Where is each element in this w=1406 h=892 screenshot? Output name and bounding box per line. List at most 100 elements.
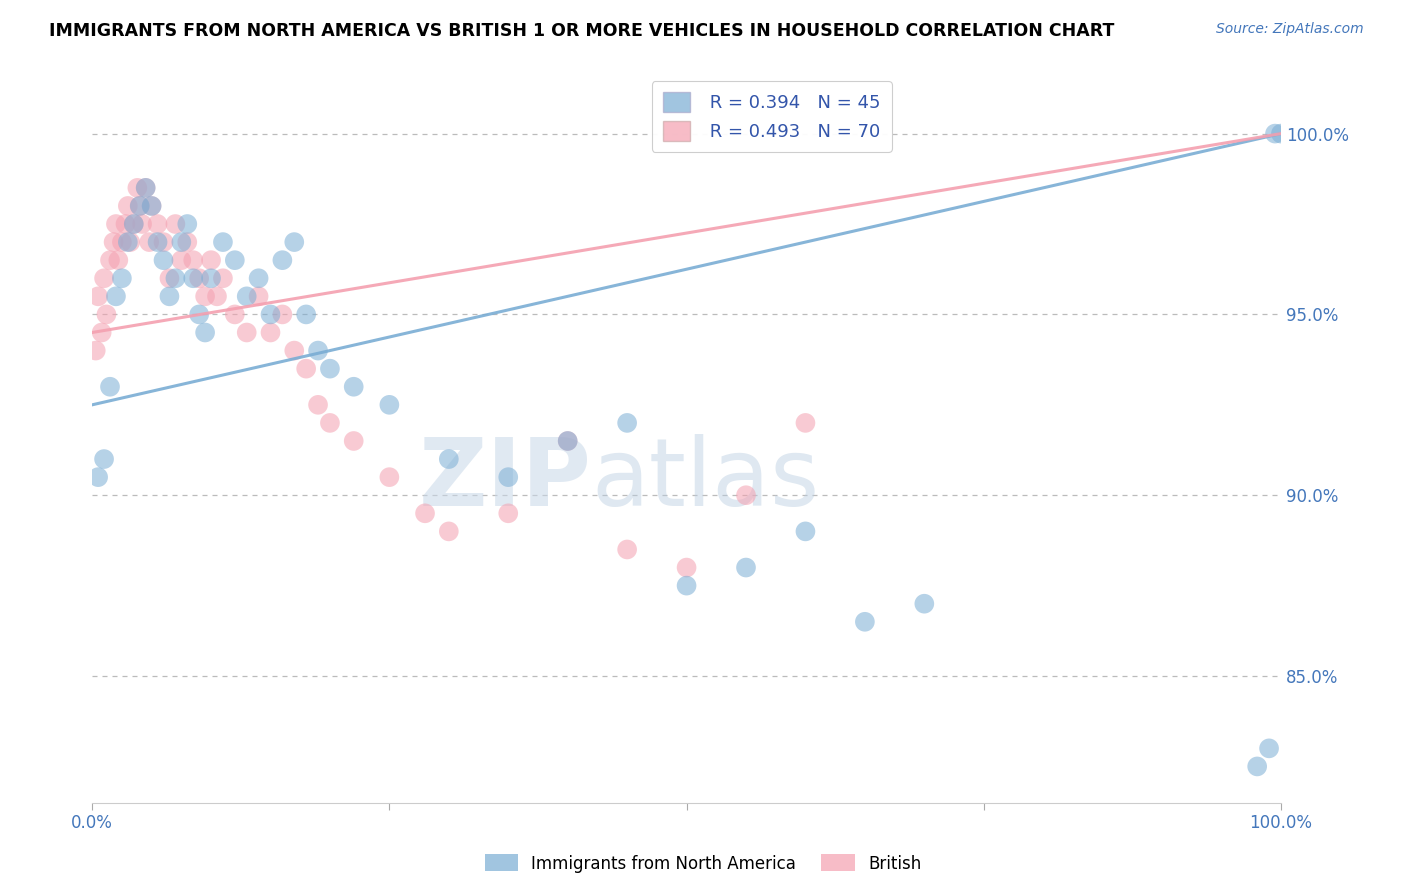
Y-axis label: 1 or more Vehicles in Household: 1 or more Vehicles in Household [0,312,7,559]
Point [224,307,246,321]
Text: IMMIGRANTS FROM NORTH AMERICA VS BRITISH 1 OR MORE VEHICLES IN HOUSEHOLD CORRELA: IMMIGRANTS FROM NORTH AMERICA VS BRITISH… [49,22,1115,40]
Point [122,217,145,231]
Point [104,289,127,303]
Point [114,217,136,231]
Point [120,235,142,249]
Point [176,217,198,231]
Point [181,253,204,268]
Point [111,235,134,249]
Point [141,199,163,213]
Point [159,271,181,285]
Point [135,181,157,195]
Point [111,271,134,285]
Point [194,326,217,340]
Point [413,506,436,520]
Point [98,380,121,394]
Point [496,506,519,520]
Point [87,470,110,484]
Point [557,434,579,448]
Point [87,289,110,303]
Point [283,235,305,249]
Text: atlas: atlas [592,434,820,525]
Point [146,235,169,249]
Point [170,235,193,249]
Point [224,253,246,268]
Point [1264,127,1286,141]
Point [93,271,115,285]
Text: Source: ZipAtlas.com: Source: ZipAtlas.com [1216,22,1364,37]
Point [616,416,638,430]
Point [181,271,204,285]
Point [307,398,329,412]
Point [675,579,697,593]
Point [283,343,305,358]
Point [194,289,217,303]
Point [93,452,115,467]
Point [200,253,222,268]
Point [127,181,149,195]
Point [271,253,294,268]
Point [152,253,174,268]
Point [128,199,150,213]
Point [1270,127,1292,141]
Point [378,470,401,484]
Point [212,271,235,285]
Point [122,217,145,231]
Point [176,235,198,249]
Point [205,289,228,303]
Legend:  R = 0.394   N = 45,  R = 0.493   N = 70: R = 0.394 N = 45, R = 0.493 N = 70 [652,81,891,152]
Point [1258,741,1281,756]
Point [235,289,257,303]
Point [735,560,758,574]
Point [128,199,150,213]
Point [159,289,181,303]
Point [90,326,112,340]
Point [437,524,460,539]
Point [735,488,758,502]
Point [141,199,163,213]
Point [107,253,129,268]
Point [235,326,257,340]
Point [557,434,579,448]
Point [104,217,127,231]
Point [675,560,697,574]
Point [259,326,281,340]
Point [247,289,270,303]
Point [259,307,281,321]
Point [307,343,329,358]
Point [343,434,366,448]
Point [98,253,121,268]
Point [103,235,125,249]
Point [437,452,460,467]
Point [188,271,211,285]
Text: ZIP: ZIP [419,434,592,525]
Point [343,380,366,394]
Point [319,416,342,430]
Point [188,307,211,321]
Point [319,361,342,376]
Point [247,271,270,285]
Point [853,615,876,629]
Point [794,524,817,539]
Point [496,470,519,484]
Point [912,597,935,611]
Point [152,235,174,249]
Point [271,307,294,321]
Point [378,398,401,412]
Point [295,307,318,321]
Point [96,307,118,321]
Point [146,217,169,231]
Point [1246,759,1268,773]
Point [84,343,107,358]
Point [794,416,817,430]
Point [131,217,153,231]
Legend: Immigrants from North America, British: Immigrants from North America, British [478,847,928,880]
Point [212,235,235,249]
Point [165,217,187,231]
Point [616,542,638,557]
Point [200,271,222,285]
Point [135,181,157,195]
Point [117,235,139,249]
Point [138,235,160,249]
Point [295,361,318,376]
